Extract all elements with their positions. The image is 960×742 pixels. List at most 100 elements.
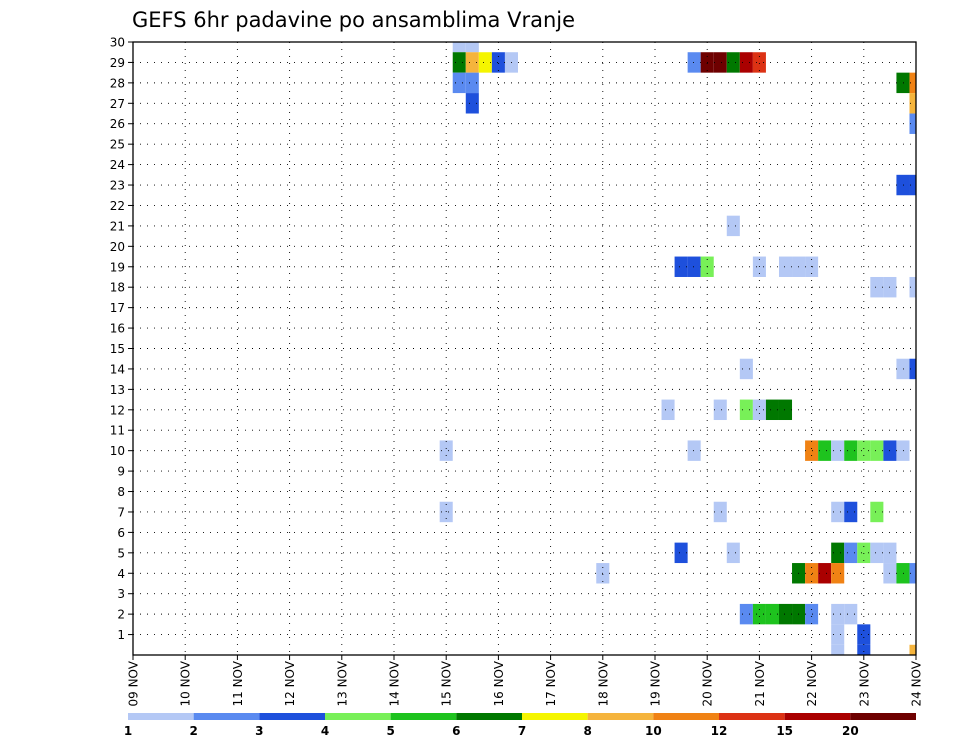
heatmap-cell: [778, 256, 793, 277]
x-tick-label: 20 NOV: [701, 660, 715, 706]
heatmap-cell: [909, 563, 916, 584]
heatmap-cell: [844, 501, 858, 523]
y-tick-label: 27: [110, 97, 125, 111]
heatmap-cell: [831, 644, 845, 655]
colorbar-label: 6: [452, 724, 460, 738]
heatmap-cell: [739, 358, 753, 380]
heatmap-cell: [778, 399, 793, 421]
x-tick-label: 13 NOV: [335, 660, 349, 706]
colorbar-label: 12: [711, 724, 728, 738]
heatmap-cell: [844, 603, 858, 625]
y-tick-label: 1: [117, 628, 125, 642]
y-tick-label: 10: [110, 444, 125, 458]
heatmap-cell: [909, 174, 916, 196]
colorbar-swatch: [587, 713, 654, 720]
colorbar-swatch: [653, 713, 719, 720]
heatmap-cell: [452, 42, 466, 53]
heatmap-cell: [661, 399, 675, 421]
x-tick-label: 10 NOV: [179, 660, 193, 706]
heatmap-cell: [844, 542, 858, 564]
colorbar-label: 7: [518, 724, 526, 738]
heatmap-cell: [713, 52, 727, 73]
heatmap-cell: [870, 276, 884, 298]
heatmap-cell: [726, 52, 740, 73]
y-tick-label: 28: [110, 76, 125, 90]
colorbar-swatch: [850, 713, 916, 720]
heatmap-cell: [909, 644, 916, 655]
colorbar-swatch: [259, 713, 325, 720]
heatmap-cell: [909, 93, 916, 114]
y-tick-label: 3: [117, 587, 125, 601]
y-tick-label: 22: [110, 199, 125, 213]
y-tick-label: 26: [110, 117, 125, 131]
heatmap-cell: [805, 440, 819, 461]
y-tick-label: 30: [110, 36, 125, 50]
x-tick-label: 18 NOV: [596, 660, 610, 706]
heatmap-cell: [896, 358, 910, 380]
heatmap-cell: [478, 52, 492, 73]
heatmap-cell: [896, 72, 910, 94]
x-tick-label: 24 NOV: [910, 660, 924, 706]
heatmap-cell: [687, 52, 701, 73]
heatmap-cell: [831, 624, 845, 645]
y-tick-label: 25: [110, 138, 125, 152]
y-tick-label: 6: [117, 526, 125, 540]
colorbar-swatch: [128, 713, 194, 720]
heatmap-cell: [739, 399, 753, 421]
colorbar-swatch: [719, 713, 785, 720]
x-tick-label: 21 NOV: [753, 660, 767, 706]
colorbar-swatch: [193, 713, 260, 720]
heatmap-cell: [909, 72, 916, 94]
x-tick-label: 14 NOV: [388, 660, 402, 706]
y-tick-label: 14: [110, 362, 125, 376]
y-tick-label: 29: [110, 56, 125, 70]
colorbar-label: 3: [255, 724, 263, 738]
colorbar-label: 10: [645, 724, 662, 738]
heatmap-cell: [896, 174, 910, 196]
heatmap-cell: [465, 52, 479, 73]
x-tick-label: 15 NOV: [440, 660, 454, 706]
heatmap-cell: [818, 440, 832, 461]
heatmap-cell: [896, 440, 910, 461]
heatmap-cell: [674, 542, 688, 564]
heatmap-cell: [870, 501, 884, 523]
x-tick-label: 19 NOV: [649, 660, 663, 706]
heatmap-cell: [726, 542, 740, 564]
x-tick-label: 23 NOV: [857, 660, 871, 706]
y-tick-label: 20: [110, 240, 125, 254]
heatmap-cell: [687, 256, 701, 277]
heatmap-cell: [713, 501, 727, 523]
heatmap-cell: [465, 42, 479, 53]
y-tick-label: 5: [117, 546, 125, 560]
heatmap-cell: [726, 215, 740, 237]
heatmap-cell: [870, 440, 884, 461]
y-tick-label: 24: [110, 158, 125, 172]
heatmap-cell: [909, 276, 916, 298]
heatmap-cell: [465, 93, 479, 114]
heatmap-cell: [831, 603, 845, 625]
heatmap-cell: [909, 358, 916, 380]
heatmap-cell: [752, 603, 766, 625]
y-tick-label: 23: [110, 179, 125, 193]
heatmap-cell: [452, 52, 466, 73]
x-axis: 09 NOV 10 NOV 11 NOV 12 NOV 13 NOV 14 NOV 15 N…: [127, 655, 924, 707]
heatmap-cell: [818, 563, 832, 584]
y-tick-label: 4: [117, 567, 125, 581]
y-tick-label: 13: [110, 383, 125, 397]
heatmap-cell: [765, 399, 779, 421]
heatmap-cell: [739, 52, 753, 73]
heatmap-cell: [805, 603, 819, 625]
colorbar-label: 15: [776, 724, 793, 738]
heatmap-cell: [857, 440, 871, 461]
colorbar-swatch: [325, 713, 391, 720]
x-tick-label: 16 NOV: [492, 660, 506, 706]
heatmap-cell: [739, 603, 753, 625]
heatmap-cell: [805, 563, 819, 584]
y-tick-label: 12: [110, 403, 125, 417]
x-tick-label: 12 NOV: [283, 660, 297, 706]
x-tick-label: 11 NOV: [231, 660, 245, 706]
y-axis: 1234567891011121314151617181920212223242…: [110, 36, 133, 642]
heatmap-cell: [870, 542, 884, 564]
colorbar-swatch: [784, 713, 851, 720]
